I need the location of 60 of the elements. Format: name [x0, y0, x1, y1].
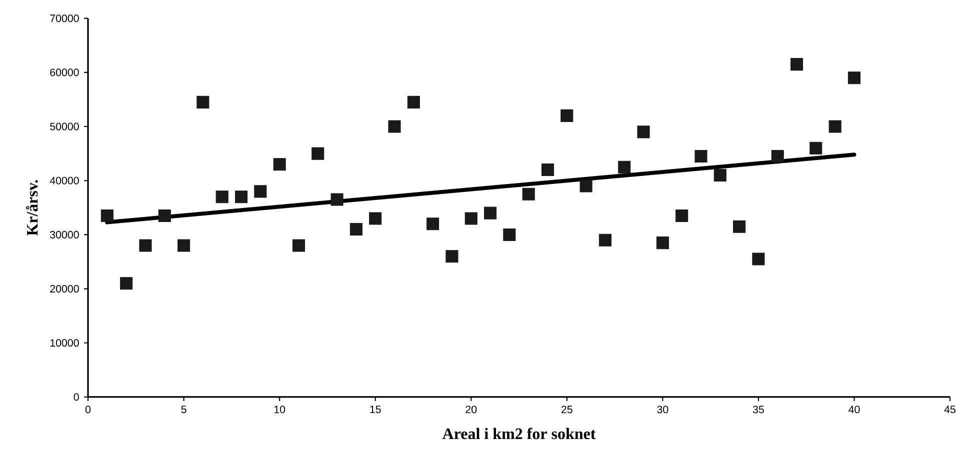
point	[503, 228, 516, 241]
y-tick-label: 50000	[50, 122, 79, 130]
x-tick-label: 45	[944, 406, 956, 414]
point	[580, 180, 592, 192]
x-tick-label: 0	[85, 406, 91, 414]
point	[426, 218, 440, 230]
y-tick-label: 60000	[50, 68, 79, 76]
point	[714, 168, 726, 182]
x-tick-label: 20	[466, 406, 477, 414]
point	[446, 250, 458, 263]
y-tick-label: 0	[74, 393, 79, 401]
point	[541, 164, 554, 176]
point	[330, 193, 344, 206]
point	[637, 126, 650, 138]
x-tick-label: 10	[274, 406, 286, 414]
point	[369, 212, 382, 225]
point	[234, 190, 248, 204]
x-tick-label: 15	[370, 406, 381, 414]
point	[254, 185, 267, 198]
point	[100, 210, 114, 222]
point	[178, 239, 190, 252]
y-tick-label: 40000	[50, 176, 79, 184]
y-tick-label: 70000	[50, 14, 79, 22]
point	[407, 96, 420, 108]
point	[216, 190, 228, 204]
point	[694, 150, 708, 163]
point	[848, 72, 860, 84]
point	[752, 252, 765, 266]
point	[484, 206, 497, 220]
point	[139, 239, 152, 252]
point	[388, 120, 401, 133]
point	[656, 236, 669, 250]
y-tick-label: 10000	[50, 339, 79, 347]
point	[618, 160, 631, 174]
y-axis-title: Kr/årsv.	[26, 180, 38, 236]
y-tick-label: 30000	[50, 230, 79, 238]
point	[350, 223, 362, 236]
point	[676, 210, 688, 222]
point	[810, 142, 822, 154]
point	[733, 220, 746, 233]
x-tick-label: 40	[848, 406, 860, 414]
point	[158, 210, 171, 222]
point	[828, 120, 842, 133]
point	[522, 188, 535, 200]
x-tick-label: 35	[752, 406, 764, 414]
point	[292, 239, 305, 252]
point	[464, 212, 478, 225]
x-tick-label: 5	[181, 406, 186, 414]
point	[771, 150, 784, 163]
point	[560, 109, 574, 122]
point	[790, 58, 804, 71]
y-tick-label: 20000	[50, 285, 79, 293]
point	[598, 234, 612, 246]
x-tick-label: 25	[562, 406, 572, 414]
point	[196, 96, 210, 108]
point	[120, 277, 133, 290]
x-tick-label: 30	[657, 406, 668, 414]
point	[273, 158, 286, 171]
point	[312, 147, 324, 160]
x-axis-title: Areal i km2 for soknet	[442, 428, 596, 440]
